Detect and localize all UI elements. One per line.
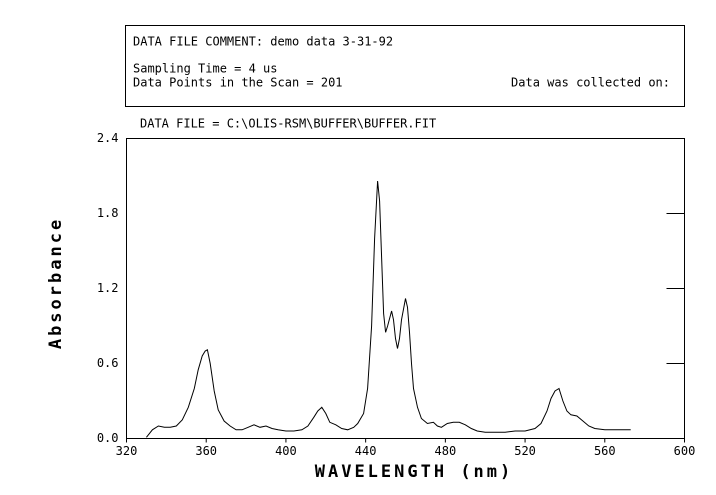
x-tick-label: 320 (116, 444, 138, 458)
plot-frame (126, 138, 685, 439)
y-tick-label: 1.8 (97, 206, 119, 220)
header-comment: DATA FILE COMMENT: demo data 3-31-92 (133, 35, 393, 49)
y-tick-label: 1.2 (97, 281, 119, 295)
y-tick-label: 0.0 (97, 431, 119, 445)
y-axis-title: Absorbance (46, 217, 66, 349)
x-tick-label: 440 (355, 444, 377, 458)
header-collected: Data was collected on: (511, 76, 670, 90)
x-tick-label: 600 (674, 444, 696, 458)
spectrum-line (146, 180, 631, 438)
y-tick-label: 0.6 (97, 356, 119, 370)
x-tick-label: 360 (195, 444, 217, 458)
x-tick-label: 480 (435, 444, 457, 458)
header-points: Data Points in the Scan = 201 (133, 76, 343, 90)
y-tick-label: 2.4 (97, 131, 119, 145)
x-axis-title: WAVELENGTH (nm) (315, 462, 514, 482)
chart-title: DATA FILE = C:\OLIS-RSM\BUFFER\BUFFER.FI… (140, 117, 436, 131)
x-tick-label: 560 (594, 444, 616, 458)
x-tick-label: 400 (275, 444, 297, 458)
header-box (125, 25, 685, 107)
x-tick-label: 520 (514, 444, 536, 458)
header-sampling: Sampling Time = 4 us (133, 62, 278, 76)
